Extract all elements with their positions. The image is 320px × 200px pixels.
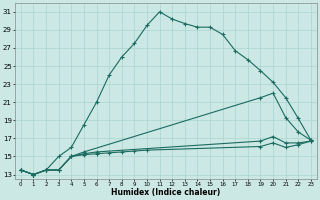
X-axis label: Humidex (Indice chaleur): Humidex (Indice chaleur) xyxy=(111,188,220,197)
